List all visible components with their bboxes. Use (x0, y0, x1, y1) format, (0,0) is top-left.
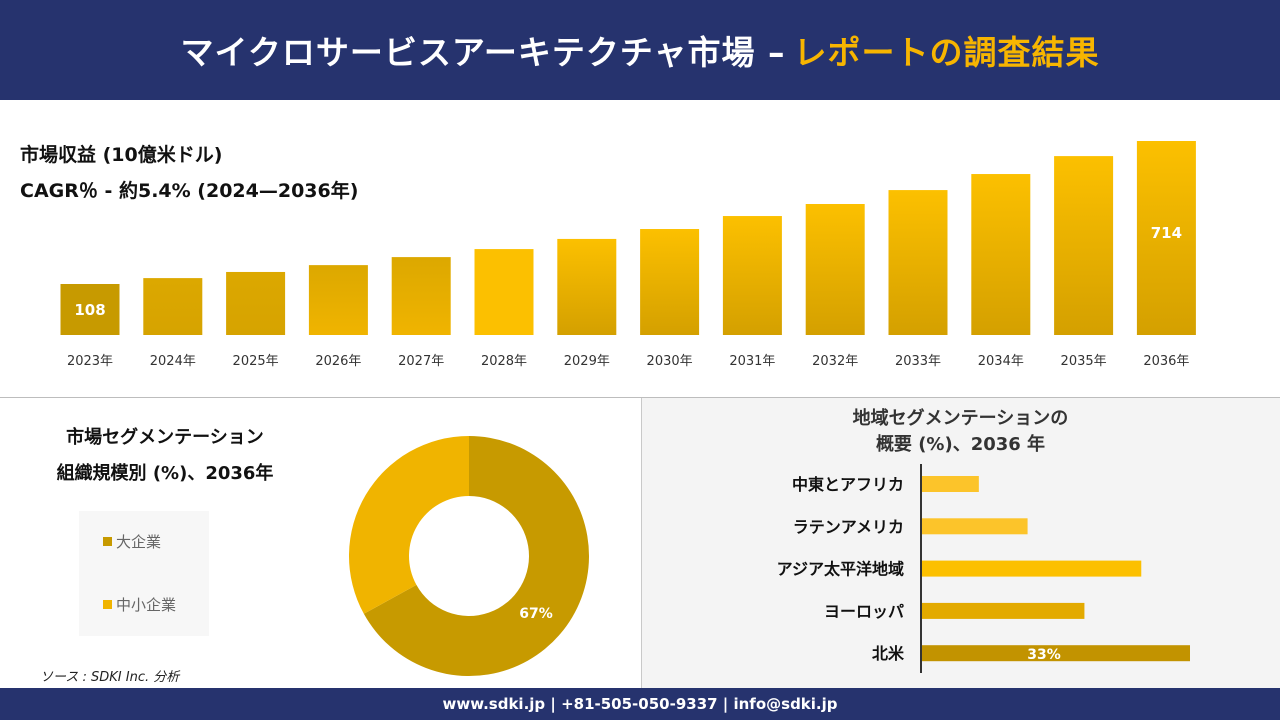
header-title: マイクロサービスアーキテクチャ市場 – (180, 33, 786, 72)
y-tick-label: ラテンアメリカ (793, 517, 904, 536)
x-tick-label: 2036年 (1143, 354, 1189, 369)
legend-label: 中小企業 (116, 596, 177, 614)
donut-slice-大企業 (363, 436, 589, 676)
donut-slice-中小企業 (349, 436, 469, 614)
x-tick-label: 2023年 (67, 354, 113, 369)
bar-2034年 (971, 174, 1031, 335)
x-tick-label: 2024年 (150, 354, 196, 369)
bar-2026年 (308, 265, 368, 335)
bar-2036年 (1136, 141, 1196, 335)
revenue-bar-chart: 2023年 108 2024年 2025年 2026年 2027年 2028年 2029年 20… (60, 141, 1196, 369)
region-panel (641, 398, 1280, 688)
x-tick-label: 2030年 (647, 354, 693, 369)
data-label: 67% (519, 606, 553, 622)
x-tick-label: 2026年 (315, 354, 361, 369)
region-title-line2: 概要 (%)、2036 年 (875, 434, 1046, 455)
bar-2032年 (805, 204, 865, 335)
x-tick-label: 2034年 (978, 354, 1024, 369)
data-label: 108 (74, 301, 105, 319)
bar-2035年 (1054, 156, 1114, 335)
region-title-line1: 地域セグメンテーションの (852, 408, 1069, 429)
y-tick-label: 中東とアフリカ (792, 475, 904, 494)
revenue-chart-title: 市場収益 (10億米ドル) (20, 144, 223, 166)
x-tick-label: 2025年 (233, 354, 279, 369)
org-segment-title-line1: 市場セグメンテーション (66, 427, 264, 448)
y-tick-label: 北米 (872, 644, 905, 663)
x-tick-label: 2029年 (564, 354, 610, 369)
bar-2029年 (557, 238, 617, 335)
x-tick-label: 2032年 (812, 354, 858, 369)
x-tick-label: 2031年 (729, 354, 775, 369)
bar-2030年 (640, 229, 700, 335)
cagr-text: CAGR％ - 約5.4% (2024—2036年) (20, 180, 359, 202)
footer-contact: www.sdki.jp | +81-505-050-9337 | info@sd… (0, 688, 1280, 720)
org-segment-title-line2: 組織規模別 (%)、2036年 (56, 463, 274, 484)
data-label: 33% (1027, 647, 1061, 663)
donut-legend: 大企業 中小企業 (79, 511, 209, 636)
bar-アジア太平洋地域 (922, 560, 1142, 577)
x-tick-label: 2033年 (895, 354, 941, 369)
bar-2033年 (888, 190, 948, 335)
bar-北米 (922, 645, 1190, 662)
bar-2027年 (391, 257, 451, 335)
bar-ヨーロッパ (922, 602, 1085, 619)
x-tick-label: 2028年 (481, 354, 527, 369)
source-note: ソース : SDKI Inc. 分析 (40, 670, 180, 685)
bar-2028年 (474, 249, 534, 335)
y-tick-label: ヨーロッパ (824, 602, 904, 621)
header-title-accent: レポートの調査結果 (793, 33, 1100, 72)
y-tick-label: アジア太平洋地域 (777, 560, 904, 579)
bar-中東とアフリカ (922, 476, 979, 492)
bar-2025年 (226, 271, 286, 335)
bar-2023年 (60, 284, 120, 335)
bar-ラテンアメリカ (922, 518, 1028, 535)
bar-2031年 (722, 216, 782, 335)
x-tick-label: 2035年 (1061, 354, 1107, 369)
legend-swatch-sme (103, 600, 112, 609)
legend-label: 大企業 (116, 533, 162, 551)
x-tick-label: 2027年 (398, 354, 444, 369)
legend-item-large: 大企業 (103, 531, 161, 552)
legend-item-sme: 中小企業 (103, 594, 176, 615)
section-divider (0, 397, 1280, 398)
bar-2024年 (143, 278, 203, 335)
data-label: 714 (1151, 224, 1182, 242)
legend-swatch-large (103, 537, 112, 546)
org-size-donut-chart: 67% (349, 436, 589, 676)
header-banner: マイクロサービスアーキテクチャ市場 – レポートの調査結果 (0, 0, 1280, 100)
